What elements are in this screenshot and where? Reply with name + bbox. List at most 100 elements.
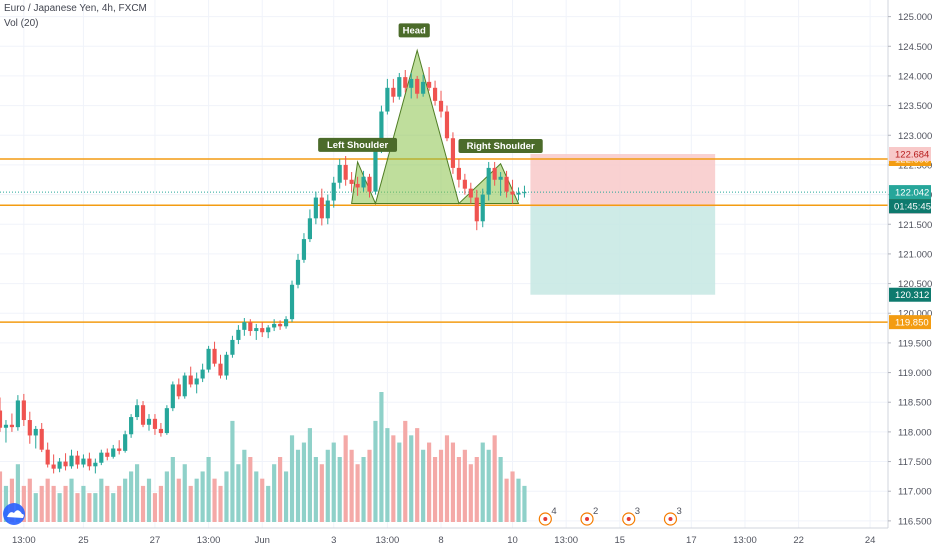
candle-body[interactable] (283, 319, 289, 327)
candle-body[interactable] (468, 188, 473, 198)
candle-body[interactable] (105, 452, 110, 457)
candle-body[interactable] (498, 176, 503, 180)
candle-body[interactable] (516, 192, 521, 195)
candle-body[interactable] (379, 111, 384, 151)
candle-body[interactable] (81, 458, 86, 465)
pattern-label-box[interactable] (458, 139, 543, 154)
candle-body[interactable] (170, 384, 175, 409)
candle-body[interactable] (415, 78, 420, 94)
candle-body[interactable] (134, 405, 140, 418)
candle-body[interactable] (146, 418, 152, 425)
candle-body[interactable] (87, 458, 92, 467)
pattern-label-box[interactable] (398, 23, 430, 38)
candle-body[interactable] (361, 176, 366, 188)
candle-body[interactable] (295, 259, 301, 285)
candle-body[interactable] (301, 239, 307, 260)
time-axis[interactable] (0, 528, 888, 550)
candle-body[interactable] (337, 164, 342, 183)
candle-body[interactable] (230, 339, 235, 355)
candle-body[interactable] (325, 200, 330, 219)
candle-body[interactable] (15, 400, 20, 428)
plot-area[interactable] (0, 0, 888, 528)
head-and-shoulders-pattern[interactable] (351, 48, 520, 205)
candle-body[interactable] (367, 176, 372, 192)
candle-body[interactable] (421, 81, 426, 94)
candle-body[interactable] (254, 328, 259, 332)
candle-body[interactable] (427, 81, 432, 88)
candle-body[interactable] (474, 197, 479, 222)
candle-body[interactable] (480, 194, 485, 222)
candle-body[interactable] (307, 218, 312, 240)
candle-body[interactable] (39, 428, 44, 450)
candle-body[interactable] (164, 408, 169, 434)
candle-body[interactable] (57, 461, 62, 469)
candle-body[interactable] (51, 464, 56, 469)
candle-body[interactable] (278, 323, 283, 327)
candle-body[interactable] (206, 348, 211, 370)
candle-body[interactable] (349, 179, 354, 184)
candle-body[interactable] (200, 369, 205, 379)
candle-body[interactable] (492, 167, 497, 180)
candle-body[interactable] (403, 77, 408, 88)
take-profit-zone[interactable] (530, 206, 716, 295)
candle-body[interactable] (99, 452, 104, 463)
candle-body[interactable] (510, 191, 515, 195)
price-axis[interactable] (888, 0, 932, 550)
candle-body[interactable] (158, 428, 163, 434)
candle-body[interactable] (289, 284, 295, 320)
candle-body[interactable] (397, 77, 402, 97)
pattern-label-box[interactable] (318, 137, 398, 152)
candle-body[interactable] (194, 378, 199, 385)
candle-body[interactable] (385, 87, 390, 112)
candle-body[interactable] (373, 150, 378, 192)
candle-body[interactable] (212, 348, 217, 364)
candle-body[interactable] (111, 448, 116, 457)
candle-body[interactable] (355, 183, 360, 188)
candle-body[interactable] (522, 192, 527, 194)
candle-body[interactable] (0, 410, 3, 428)
stop-loss-zone[interactable] (530, 154, 716, 207)
candle-body[interactable] (313, 197, 318, 219)
candle-body[interactable] (444, 111, 450, 139)
candle-body[interactable] (218, 363, 223, 376)
candle-body[interactable] (188, 375, 193, 385)
candle-body[interactable] (236, 329, 241, 340)
candle-body[interactable] (432, 87, 438, 101)
candle-body[interactable] (63, 461, 68, 467)
candle-body[interactable] (391, 87, 396, 97)
candle-body[interactable] (27, 420, 32, 436)
candle-body[interactable] (3, 424, 9, 428)
candle-body[interactable] (456, 167, 461, 180)
candle-body[interactable] (504, 176, 509, 192)
candle-body[interactable] (266, 327, 271, 333)
candle-body[interactable] (486, 167, 491, 195)
candle-body[interactable] (93, 462, 98, 467)
candle-body[interactable] (224, 354, 229, 376)
candle-body[interactable] (319, 197, 324, 219)
candle-body[interactable] (33, 428, 38, 436)
candle-body[interactable] (260, 328, 265, 333)
candle-body[interactable] (45, 449, 50, 465)
candle-body[interactable] (117, 448, 122, 451)
candle-body[interactable] (123, 434, 128, 451)
candle-body[interactable] (129, 417, 134, 435)
candle-body[interactable] (242, 322, 247, 330)
candle-body[interactable] (75, 455, 80, 465)
candle-body[interactable] (450, 138, 456, 168)
candle-body[interactable] (248, 322, 253, 332)
candle-body[interactable] (69, 455, 74, 467)
candle-body[interactable] (438, 100, 444, 112)
candle-body[interactable] (409, 78, 414, 88)
candle-body[interactable] (462, 179, 467, 189)
economic-event-count: 4 (551, 506, 556, 517)
candle-body[interactable] (343, 164, 348, 180)
candle-body[interactable] (331, 182, 336, 201)
candle-body[interactable] (176, 384, 181, 397)
candle-body[interactable] (140, 405, 146, 425)
candle-body[interactable] (182, 375, 187, 397)
candle-body[interactable] (152, 418, 158, 429)
candle-body[interactable] (272, 323, 277, 328)
candle-body[interactable] (21, 400, 26, 421)
candle-body[interactable] (9, 424, 15, 428)
